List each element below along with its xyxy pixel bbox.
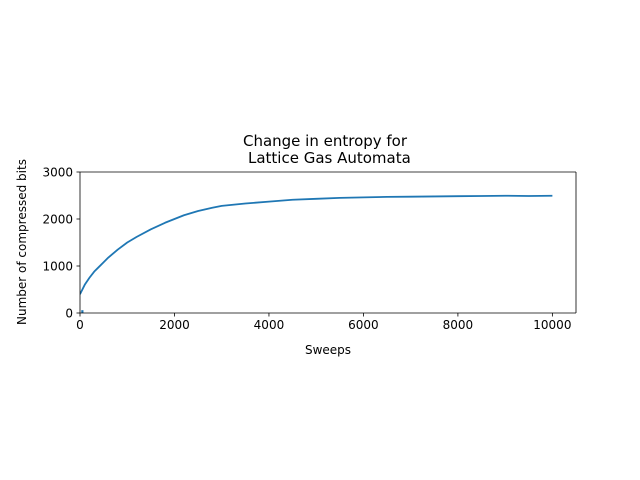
x-tick-label: 10000: [533, 318, 571, 332]
y-axis-label: Number of compressed bits: [15, 159, 29, 325]
x-tick-label: 6000: [348, 318, 379, 332]
x-axis-label: Sweeps: [305, 343, 351, 357]
x-tick-label: 4000: [254, 318, 285, 332]
y-tick-label: 0: [65, 307, 73, 321]
x-tick-label: 8000: [443, 318, 474, 332]
x-tick-label: 0: [76, 318, 84, 332]
chart-title-line-2: Lattice Gas Automata: [243, 149, 411, 167]
y-tick-label: 3000: [42, 166, 73, 180]
chart-title-line-1: Change in entropy for: [243, 132, 408, 150]
plot-area: 0 2000 4000 6000 8000 10000 0 1000 2000 3000: [42, 166, 577, 332]
y-tick-label: 2000: [42, 213, 73, 227]
y-tick-label: 1000: [42, 260, 73, 274]
series-line: [80, 194, 553, 295]
x-tick-label: 2000: [159, 318, 190, 332]
